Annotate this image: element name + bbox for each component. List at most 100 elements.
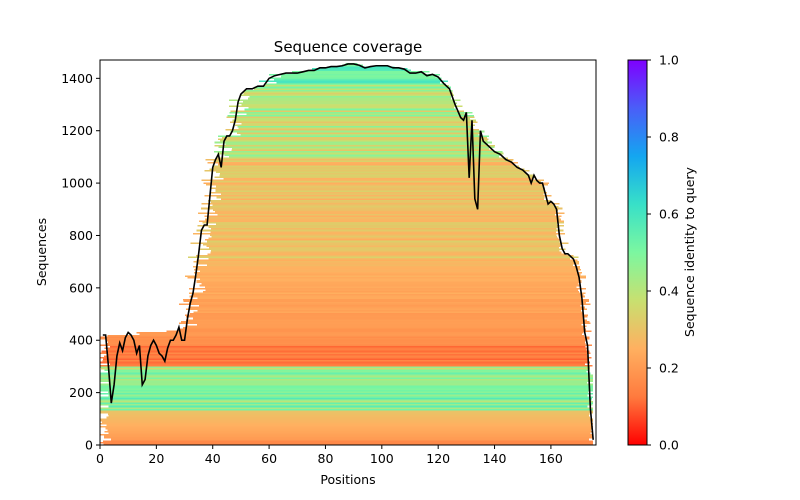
heatmap-strip — [200, 270, 578, 273]
heatmap-strip — [242, 100, 455, 103]
heatmap-strip — [217, 152, 504, 155]
heatmap-strip — [235, 118, 471, 120]
heatmap-strip — [107, 391, 588, 394]
heatmap-strip — [208, 247, 560, 249]
heatmap-strip — [206, 264, 573, 266]
heatmap-strip — [217, 214, 555, 216]
heatmap-strip — [232, 148, 490, 150]
heatmap-strip — [229, 111, 473, 114]
heatmap-strip — [220, 193, 544, 196]
heatmap-strip — [214, 144, 495, 147]
heatmap-strip — [214, 210, 557, 213]
heatmap-strip — [100, 404, 593, 406]
heatmap-strip — [100, 372, 591, 375]
heatmap-strip — [108, 349, 587, 351]
heatmap-strip — [212, 166, 520, 169]
heatmap-strip — [202, 221, 564, 224]
heatmap-strip — [240, 94, 454, 97]
heatmap-strip — [183, 327, 585, 329]
heatmap-strip — [204, 195, 552, 197]
heatmap-strip — [218, 138, 489, 141]
heatmap-strip — [205, 218, 562, 221]
heatmap-strip — [215, 190, 545, 192]
heatmap-strip — [100, 399, 592, 401]
x-tick-label: 120 — [426, 451, 450, 466]
heatmap-strip — [193, 269, 581, 271]
heatmap-strip — [110, 363, 586, 365]
heatmap-strip — [210, 228, 557, 230]
heatmap-strip — [186, 319, 587, 321]
chart-title: Sequence coverage — [274, 38, 422, 56]
y-tick-label: 1400 — [61, 71, 93, 86]
heatmap-strip — [196, 324, 582, 326]
heatmap-strip — [206, 245, 561, 247]
heatmap-strip — [106, 424, 592, 427]
heatmap-strip — [187, 276, 587, 279]
heatmap-strip — [226, 116, 475, 119]
heatmap-strip — [107, 429, 591, 431]
heatmap-strip — [100, 419, 594, 422]
heatmap-strip — [263, 85, 449, 87]
heatmap-strip — [100, 380, 594, 383]
colorbar-tick-label: 0.0 — [659, 438, 679, 453]
heatmap-strip — [215, 188, 545, 191]
heatmap-strip — [100, 418, 594, 420]
heatmap-strip — [183, 298, 589, 301]
heatmap-strip — [214, 176, 536, 178]
heatmap-strip — [208, 226, 559, 229]
heatmap-strip — [103, 443, 594, 445]
heatmap-strip — [204, 170, 530, 172]
heatmap-strip — [100, 383, 593, 386]
heatmap-strip — [218, 146, 495, 148]
coverage-line-layer — [102, 63, 594, 440]
heatmap-strip — [199, 220, 565, 222]
heatmap-strip — [201, 283, 579, 285]
heatmap-strip — [189, 302, 586, 304]
heatmap-strip — [259, 80, 449, 82]
heatmap-strip — [213, 165, 519, 167]
heatmap-strip — [100, 397, 593, 400]
heatmap-strip — [107, 335, 584, 337]
colorbar-ticks: 0.0 0.2 0.4 0.6 0.8 1.0 — [647, 53, 679, 453]
heatmap-strip — [205, 184, 548, 186]
heatmap-strip — [103, 358, 589, 361]
colorbar-label: Sequence identity to query — [682, 166, 697, 337]
heatmap-strip — [217, 135, 490, 137]
heatmap-strip — [326, 66, 395, 68]
heatmap-strip — [204, 215, 562, 218]
colorbar-tick-label: 0.6 — [659, 207, 679, 222]
heatmap-strip — [224, 154, 500, 156]
heatmap-strip — [111, 438, 590, 441]
heatmap-strip — [107, 371, 587, 373]
heatmap-strip — [248, 97, 451, 100]
heatmap-strip — [230, 121, 478, 123]
heatmap-strip — [196, 280, 582, 282]
heatmap-strip — [210, 234, 557, 236]
heatmap-strip — [100, 401, 594, 403]
x-tick-label: 140 — [483, 451, 507, 466]
heatmap-strip — [104, 369, 589, 372]
heatmap-strip — [203, 291, 579, 293]
heatmap-strip — [202, 243, 563, 246]
y-tick-label: 600 — [69, 280, 93, 295]
heatmap-strip — [211, 250, 560, 252]
x-axis-label: Positions — [320, 472, 375, 487]
heatmap-strip — [246, 113, 465, 115]
heatmap-strip — [188, 292, 586, 295]
heatmap-strip — [243, 91, 453, 93]
heatmap-strip — [101, 421, 593, 423]
colorbar-tick-label: 1.0 — [659, 53, 679, 68]
heatmap-strip — [210, 251, 562, 254]
heatmap-strip — [215, 157, 508, 159]
heatmap-strip — [237, 102, 458, 104]
heatmap-strip — [211, 201, 554, 203]
heatmap-strip — [216, 196, 545, 199]
heatmap-strip — [100, 393, 594, 395]
heatmap-strip — [110, 382, 587, 384]
x-tick-label: 0 — [96, 451, 104, 466]
heatmap-strip — [100, 338, 590, 340]
heatmap-strip — [243, 93, 454, 95]
heatmap-strip — [192, 232, 566, 235]
heatmap-strip — [223, 177, 533, 180]
